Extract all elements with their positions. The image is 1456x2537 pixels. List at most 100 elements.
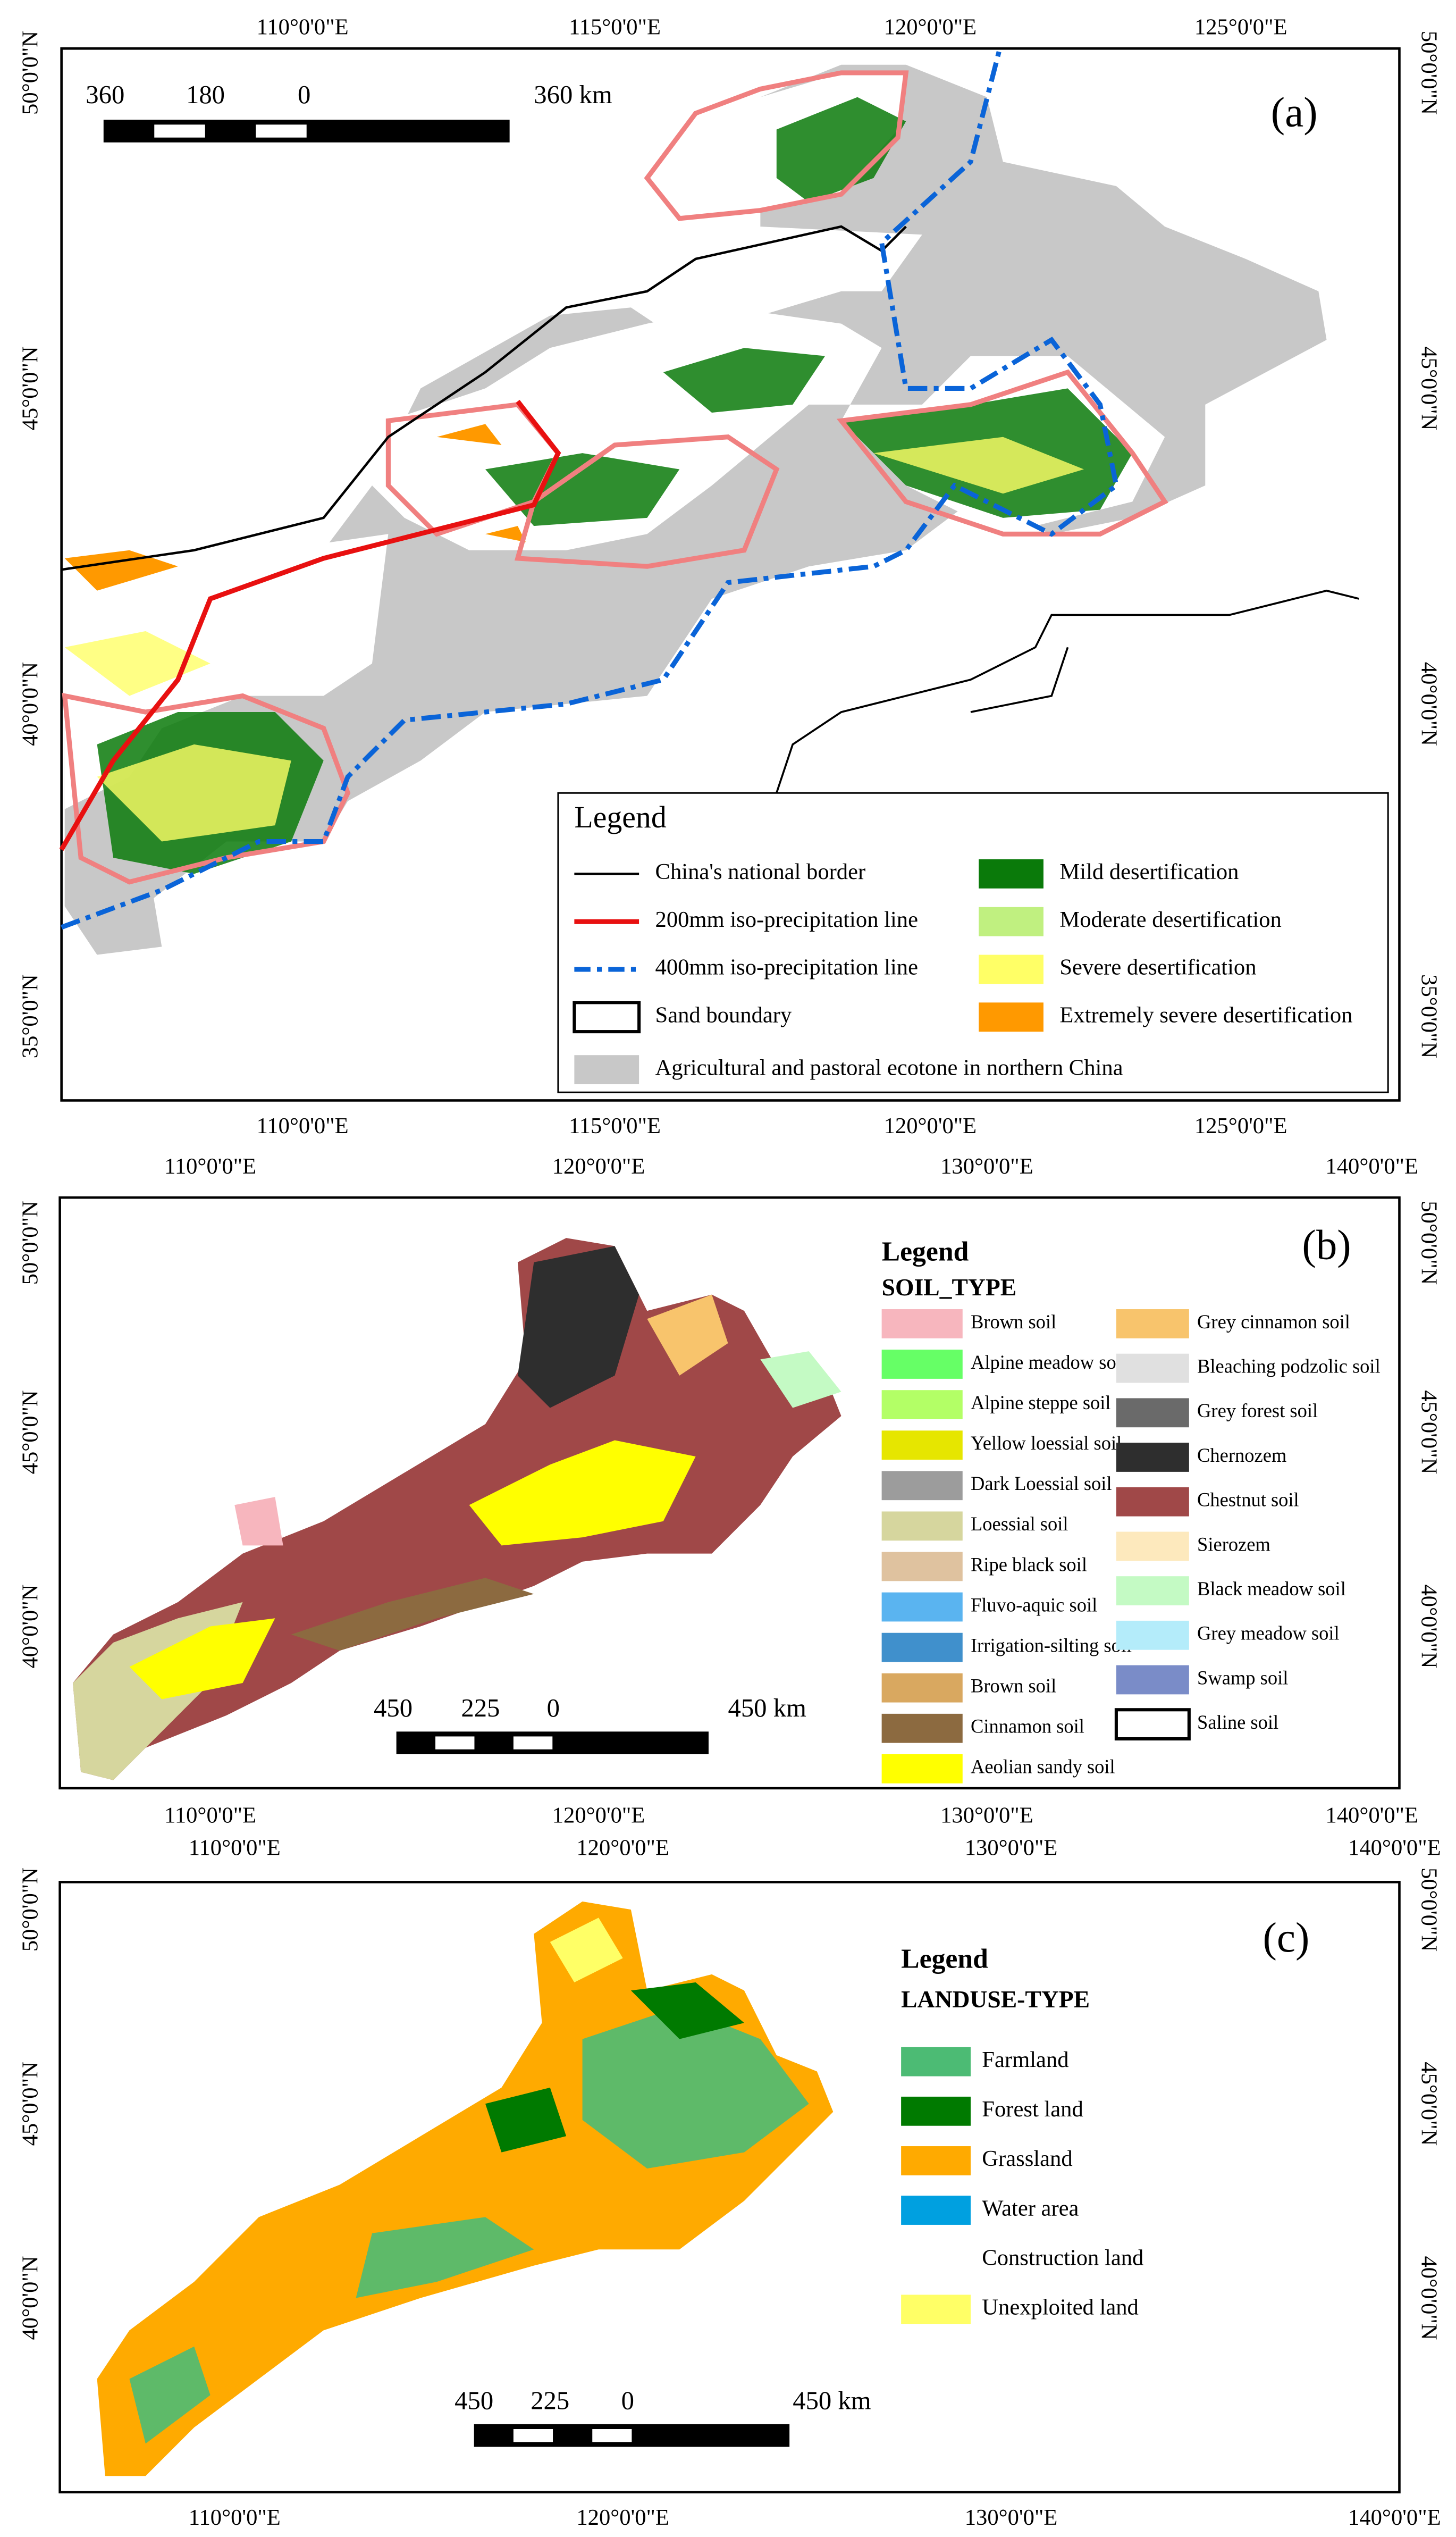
panel-label: (c): [1263, 1914, 1310, 1961]
lat-label: 50°0'0"N: [18, 1868, 43, 1952]
lat-label: 50°0'0"N: [1416, 1868, 1441, 1952]
legend-swatch: [881, 1673, 963, 1703]
soil-region: [72, 1238, 841, 1780]
severe-patch: [64, 437, 1084, 842]
brown-soil: [234, 1497, 283, 1546]
lon-label: 120°0'0"E: [552, 1803, 645, 1828]
lat-label: 40°0'0"N: [18, 2256, 43, 2340]
lon-label: 140°0'0"E: [1325, 1803, 1418, 1828]
lon-label: 130°0'0"E: [965, 2505, 1058, 2530]
legend-label: Sand boundary: [655, 1003, 792, 1028]
lon-label: 120°0'0"E: [884, 15, 977, 40]
legend-label: Agricultural and pastoral ecotone in nor…: [655, 1055, 1123, 1080]
map-a: [59, 47, 1401, 1102]
lat-label: 45°0'0"N: [18, 346, 43, 430]
chernozem: [517, 1246, 639, 1408]
legend-label: Forest land: [982, 2097, 1083, 2122]
legend-label: 400mm iso-precipitation line: [655, 955, 918, 980]
lon-label: 115°0'0"E: [569, 15, 661, 40]
legend-swatch: [1116, 1398, 1189, 1428]
legend-swatch: [901, 2245, 971, 2275]
legend-label: Cinnamon soil: [971, 1715, 1084, 1737]
scale-seg: [256, 124, 307, 138]
scale-seg: [592, 2429, 632, 2442]
legend-swatch: [901, 2146, 971, 2175]
national-border: [61, 225, 907, 571]
scale-label: 225: [531, 2386, 569, 2415]
farmland: [129, 2006, 809, 2444]
lat-label: 45°0'0"N: [1416, 2062, 1441, 2146]
lat-label: 40°0'0"N: [1416, 2256, 1441, 2340]
legend-label: Swamp soil: [1197, 1667, 1288, 1688]
lon-label: 110°0'0"E: [189, 2505, 281, 2530]
scale-label: 360 km: [534, 80, 612, 109]
legend-label: Alpine steppe soil: [971, 1392, 1111, 1413]
legend-label: Moderate desertification: [1059, 907, 1281, 932]
ecotone: [64, 64, 1327, 955]
legend-label: 200mm iso-precipitation line: [655, 907, 918, 932]
legend-title: Legend: [882, 1236, 969, 1267]
legend-label: Chestnut soil: [1197, 1489, 1299, 1511]
lon-label: 110°0'0"E: [164, 1154, 256, 1179]
lat-label: 50°0'0"N: [1416, 1201, 1441, 1285]
legend-label: Sierozem: [1197, 1533, 1270, 1555]
legend-swatch: [881, 1754, 963, 1784]
legend-label: Construction land: [982, 2245, 1143, 2270]
cinnamon: [291, 1578, 534, 1651]
legend-label: Irrigation-silting soil: [971, 1634, 1132, 1656]
lat-label: 40°0'0"N: [1416, 1585, 1441, 1669]
legend-swatch: [979, 859, 1043, 889]
lon-label: 140°0'0"E: [1348, 2505, 1441, 2530]
legend-label: Dark Loessial soil: [971, 1472, 1112, 1494]
scale-label: 450 km: [793, 2386, 871, 2415]
legend-swatch: [901, 2047, 971, 2077]
legend-swatch: [1116, 1309, 1189, 1338]
lat-label: 45°0'0"N: [18, 2062, 43, 2146]
legend-label: Saline soil: [1197, 1711, 1278, 1733]
lat-label: 40°0'0"N: [18, 1585, 43, 1669]
legend-swatch: [573, 1001, 641, 1034]
legend-swatch: [979, 954, 1043, 984]
scale-label: 0: [621, 2386, 634, 2415]
lon-label: 130°0'0"E: [940, 1803, 1033, 1828]
legend-swatch: [881, 1390, 963, 1419]
lon-label: 120°0'0"E: [552, 1154, 645, 1179]
panel-label: (b): [1302, 1222, 1351, 1269]
precip-400: [61, 48, 1119, 930]
legend-swatch: [1116, 1487, 1189, 1517]
legend-swatch: [1116, 1531, 1189, 1561]
lat-label: 40°0'0"N: [18, 662, 43, 746]
legend-label: Chernozem: [1197, 1444, 1286, 1466]
legend-label: Farmland: [982, 2047, 1068, 2072]
legend-label: Unexploited land: [982, 2295, 1139, 2320]
scale-seg: [435, 1736, 475, 1749]
legend-label: Black meadow soil: [1197, 1578, 1346, 1600]
legend-swatch: [881, 1592, 963, 1622]
grey-cinnamon: [647, 1294, 728, 1376]
lon-label: 120°0'0"E: [576, 1835, 669, 1860]
scale-seg: [154, 124, 205, 138]
legend-swatch: [1116, 1353, 1189, 1383]
legend-subtitle: SOIL_TYPE: [882, 1274, 1017, 1301]
lat-label: 50°0'0"N: [18, 31, 43, 115]
legend-label: Brown soil: [971, 1311, 1056, 1333]
legend-swatch: [881, 1511, 963, 1541]
lat-label: 35°0'0"N: [18, 974, 43, 1058]
legend-swatch: [881, 1471, 963, 1501]
scale-label: 450 km: [728, 1694, 807, 1722]
lon-label: 110°0'0"E: [189, 1835, 281, 1860]
unexploited: [550, 1918, 623, 1983]
lon-label: 125°0'0"E: [1194, 15, 1287, 40]
legend-label: China's national border: [655, 859, 866, 884]
precip-200: [59, 399, 561, 851]
legend-label: Grey forest soil: [1197, 1400, 1318, 1421]
legend-title: Legend: [901, 1944, 988, 1974]
lon-label: 110°0'0"E: [164, 1803, 256, 1828]
legend-swatch: [881, 1632, 963, 1662]
scale-label: 0: [547, 1694, 560, 1722]
lon-label: 110°0'0"E: [257, 15, 349, 40]
legend-swatch: [1116, 1443, 1189, 1472]
lat-label: 45°0'0"N: [1416, 1390, 1441, 1474]
legend-swatch: [881, 1430, 963, 1460]
legend-label: Yellow loessial soil: [971, 1432, 1122, 1454]
